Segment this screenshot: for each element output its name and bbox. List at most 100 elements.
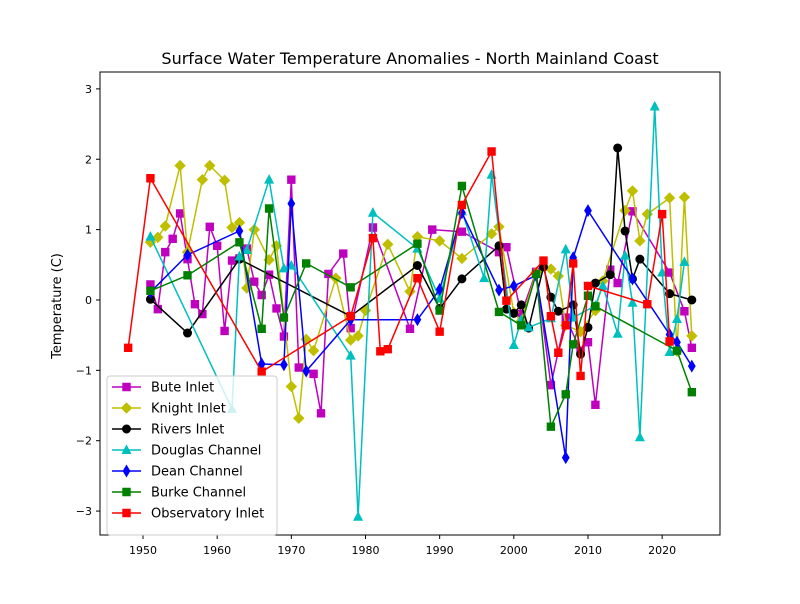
- data-point-bute-inlet: [502, 243, 511, 252]
- x-tick-label: 1960: [203, 544, 231, 557]
- data-point-observatory-inlet: [457, 200, 467, 210]
- data-point-observatory-inlet: [368, 233, 378, 243]
- data-point-rivers-inlet: [620, 226, 630, 236]
- data-point-observatory-inlet: [583, 281, 593, 291]
- data-point-bute-inlet: [680, 307, 689, 316]
- data-point-dean-channel: [235, 224, 244, 238]
- data-point-knight-inlet: [196, 173, 209, 186]
- data-point-rivers-inlet: [687, 295, 697, 305]
- data-point-douglas-channel: [664, 346, 675, 357]
- data-point-knight-inlet: [285, 380, 298, 393]
- y-tick-label: −1: [76, 364, 92, 377]
- data-point-douglas-channel: [278, 262, 289, 273]
- data-point-douglas-channel: [597, 280, 608, 290]
- data-point-bute-inlet: [161, 247, 170, 257]
- data-point-dean-channel: [584, 204, 592, 218]
- data-point-burke-channel: [568, 340, 578, 349]
- data-point-bute-inlet: [250, 277, 259, 286]
- data-point-bute-inlet: [405, 324, 415, 334]
- data-point-bute-inlet: [212, 241, 222, 251]
- data-point-knight-inlet: [634, 235, 646, 247]
- data-point-observatory-inlet: [346, 311, 355, 321]
- axes-frame: [99, 71, 721, 536]
- data-point-knight-inlet: [456, 252, 468, 265]
- data-point-douglas-channel: [479, 272, 490, 283]
- data-point-rivers-inlet: [590, 278, 600, 288]
- legend-marker: [122, 382, 131, 392]
- data-point-observatory-inlet: [257, 367, 266, 376]
- legend-label: Rivers Inlet: [151, 423, 224, 438]
- data-point-knight-inlet: [686, 330, 698, 342]
- x-tick-label: 2020: [648, 544, 676, 557]
- y-tick-label: −2: [76, 435, 92, 448]
- chart-title: Surface Water Temperature Anomalies - No…: [161, 49, 658, 68]
- data-point-burke-channel: [235, 238, 244, 247]
- legend: Bute Inlet Knight Inlet Rivers Inlet Dougla…: [106, 375, 278, 536]
- y-tick-label: 1: [85, 224, 92, 237]
- data-point-burke-channel: [591, 302, 600, 311]
- data-point-bute-inlet: [168, 234, 177, 243]
- data-point-dean-channel: [183, 248, 192, 262]
- data-point-dean-channel: [628, 272, 637, 286]
- legend-box: [106, 375, 278, 536]
- data-point-burke-channel: [413, 239, 422, 248]
- data-point-douglas-channel: [286, 259, 297, 270]
- data-point-rivers-inlet: [553, 306, 563, 316]
- data-point-knight-inlet: [226, 221, 238, 234]
- legend-label: Knight Inlet: [151, 402, 226, 417]
- data-point-bute-inlet: [205, 222, 214, 232]
- data-point-observatory-inlet: [643, 300, 652, 309]
- legend-marker: [121, 444, 132, 454]
- data-point-bute-inlet: [457, 227, 467, 236]
- data-point-burke-channel: [517, 321, 526, 330]
- data-point-douglas-channel: [345, 349, 356, 360]
- data-point-dean-channel: [435, 282, 444, 296]
- legend-label: Burke Channel: [151, 486, 246, 501]
- data-point-knight-inlet: [293, 412, 305, 424]
- data-point-douglas-channel: [671, 313, 683, 323]
- data-point-knight-inlet: [159, 220, 171, 232]
- data-point-burke-channel: [687, 387, 697, 397]
- legend-item-observatory-inlet: Observatory Inlet: [112, 507, 264, 522]
- data-point-burke-channel: [672, 346, 682, 355]
- data-point-douglas-channel: [620, 250, 631, 260]
- series-burke-channel: [146, 181, 697, 431]
- data-point-burke-channel: [279, 313, 289, 322]
- data-point-burke-channel: [146, 286, 155, 296]
- data-point-observatory-inlet: [568, 259, 578, 268]
- data-point-douglas-channel: [241, 244, 252, 255]
- data-point-douglas-channel: [264, 174, 275, 184]
- data-point-observatory-inlet: [554, 348, 563, 357]
- data-point-burke-channel: [546, 422, 556, 431]
- data-point-dean-channel: [413, 313, 422, 327]
- legend-marker: [122, 464, 131, 478]
- data-point-douglas-channel: [627, 297, 638, 307]
- data-point-burke-channel: [494, 307, 504, 317]
- data-point-observatory-inlet: [546, 311, 556, 321]
- legend-label: Observatory Inlet: [151, 507, 264, 522]
- data-point-dean-channel: [495, 283, 503, 297]
- data-point-observatory-inlet: [383, 345, 392, 354]
- data-point-douglas-channel: [523, 321, 534, 332]
- data-point-knight-inlet: [626, 185, 639, 197]
- data-point-observatory-inlet: [123, 343, 133, 353]
- data-point-bute-inlet: [591, 400, 600, 410]
- data-point-dean-channel: [561, 451, 570, 465]
- legend-item-bute-inlet: Bute Inlet: [112, 381, 214, 396]
- data-point-dean-channel: [280, 358, 288, 372]
- legend-marker: [122, 508, 131, 518]
- data-point-dean-channel: [287, 197, 296, 211]
- data-point-knight-inlet: [352, 330, 364, 342]
- data-point-rivers-inlet: [183, 328, 193, 338]
- data-point-bute-inlet: [190, 300, 200, 309]
- data-point-bute-inlet: [309, 369, 318, 379]
- data-point-bute-inlet: [220, 326, 229, 336]
- legend-marker: [122, 424, 131, 434]
- data-point-knight-inlet: [433, 235, 446, 247]
- data-point-rivers-inlet: [457, 274, 467, 284]
- legend-item-knight-inlet: Knight Inlet: [112, 402, 226, 417]
- data-point-burke-channel: [264, 204, 274, 213]
- data-point-dean-channel: [687, 359, 696, 373]
- data-point-rivers-inlet: [516, 300, 526, 310]
